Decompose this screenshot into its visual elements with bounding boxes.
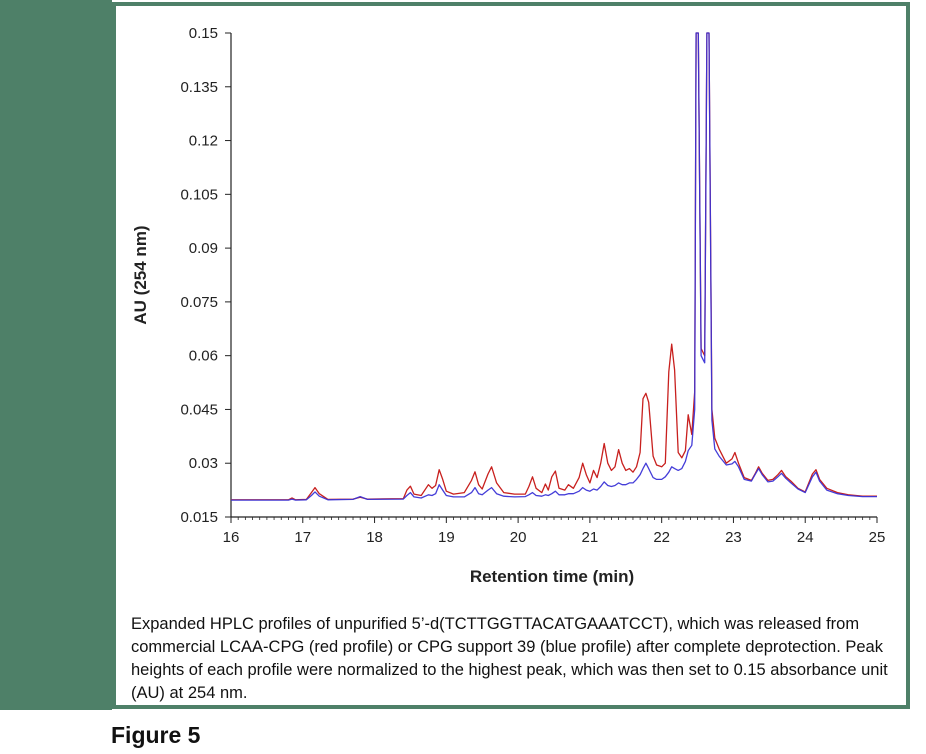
blue-profile-line [231, 32, 877, 501]
y-tick-label: 0.135 [180, 79, 218, 96]
side-accent-band [0, 0, 112, 710]
x-tick-label: 20 [510, 529, 527, 546]
y-tick-label: 0.075 [180, 294, 218, 311]
x-tick-label: 18 [366, 529, 383, 546]
y-tick-label: 0.03 [189, 455, 218, 472]
y-tick-label: 0.015 [180, 509, 218, 526]
y-axis-title: AU (254 nm) [131, 225, 150, 324]
x-tick-label: 22 [653, 529, 670, 546]
plot-area: 0.015 0.03 0.045 0.06 0.075 0.09 0.105 0.12 0.13… [180, 25, 885, 546]
figure-frame [112, 2, 910, 709]
red-profile-line [231, 32, 877, 501]
y-tick-label: 0.045 [180, 401, 218, 418]
x-tick-label: 25 [869, 529, 886, 546]
x-tick-label: 16 [223, 529, 240, 546]
y-tick-label: 0.09 [189, 240, 218, 257]
x-tick-label: 23 [725, 529, 742, 546]
y-tick-label: 0.15 [189, 25, 218, 42]
x-tick-label: 24 [797, 529, 814, 546]
x-tick-label: 19 [438, 529, 455, 546]
y-tick-label: 0.06 [189, 348, 218, 365]
x-tick-label: 17 [294, 529, 311, 546]
y-tick-label: 0.12 [189, 133, 218, 150]
figure-label: Figure 5 [111, 722, 201, 748]
x-tick-label: 21 [582, 529, 599, 546]
y-tick-label: 0.105 [180, 186, 218, 203]
x-axis-title: Retention time (min) [470, 567, 634, 586]
figure-caption: Expanded HPLC profiles of unpurified 5’-… [131, 615, 888, 702]
